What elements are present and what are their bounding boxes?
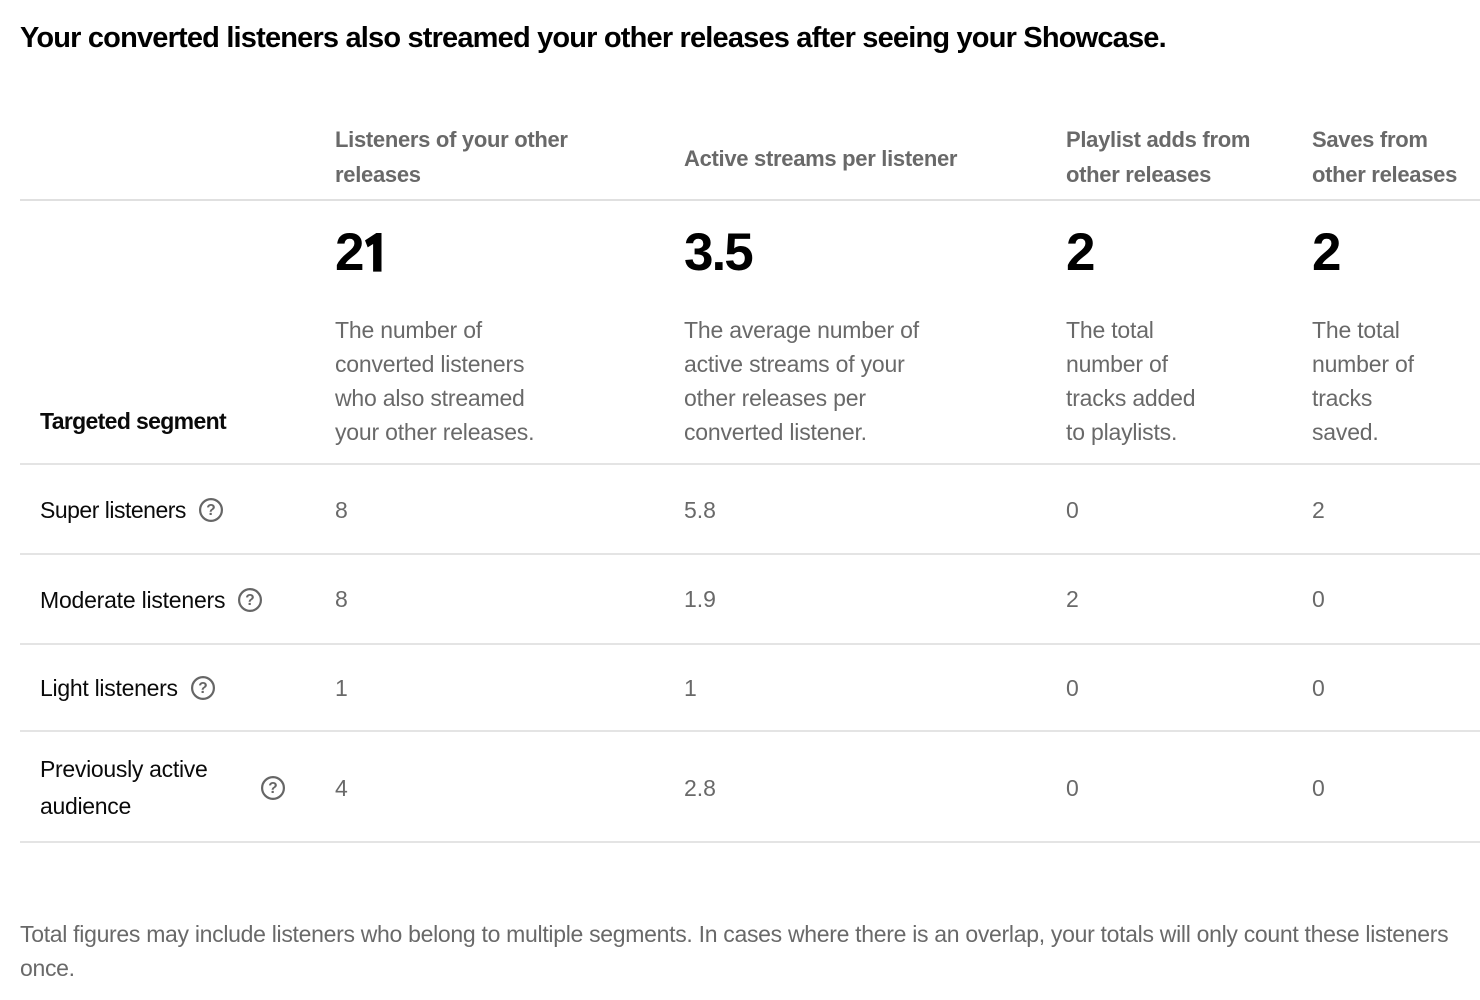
svg-text:?: ?: [206, 502, 215, 519]
svg-text:?: ?: [268, 780, 277, 797]
svg-text:?: ?: [198, 680, 207, 697]
svg-text:?: ?: [246, 592, 255, 609]
